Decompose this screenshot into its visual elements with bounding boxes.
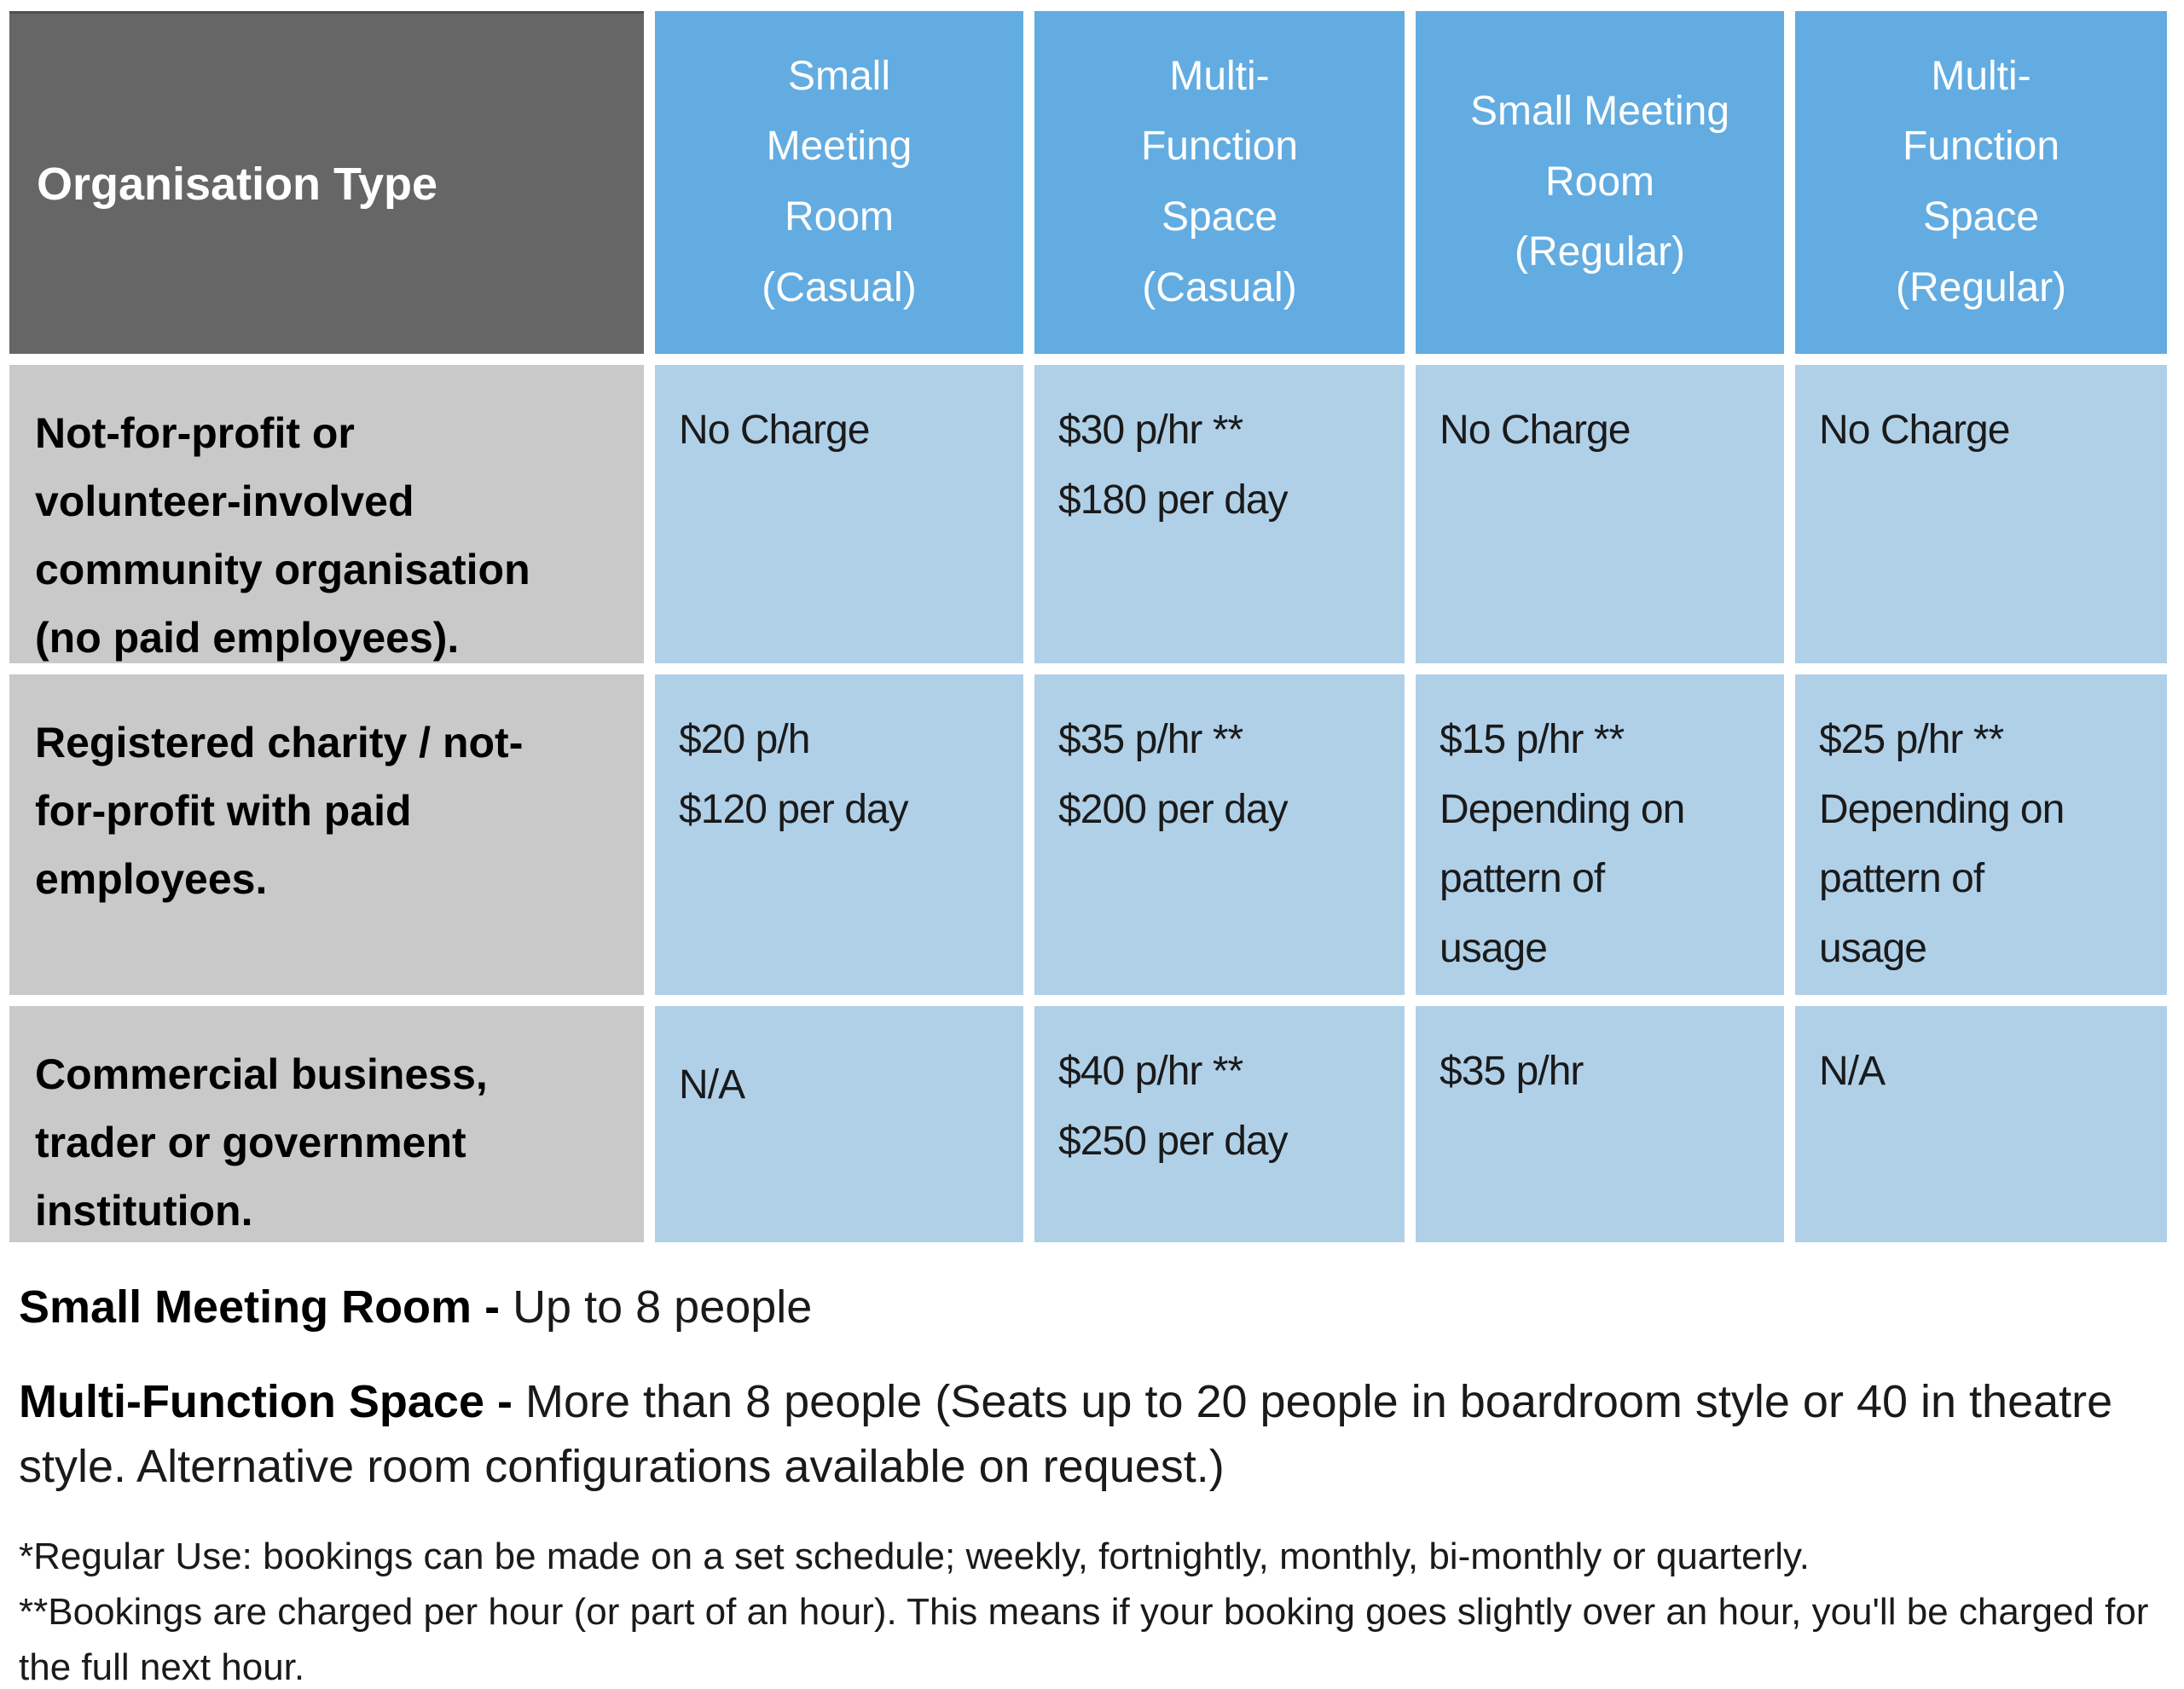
price-cell-r3-multi-function-casual: $40 p/hr ** $250 per day: [1034, 1006, 1405, 1242]
col-header-small-meeting-room-casual: Small Meeting Room (Casual): [655, 11, 1023, 354]
legend-small-meeting-room: Small Meeting Room - Up to 8 people: [19, 1275, 2168, 1340]
row-label-not-for-profit: Not-for-profit or volunteer-involved com…: [9, 365, 644, 663]
legend-multi-function-space: Multi-Function Space - More than 8 peopl…: [19, 1369, 2168, 1500]
footnotes: *Regular Use: bookings can be made on a …: [19, 1529, 2168, 1689]
text-line: Commercial business,: [35, 1050, 488, 1098]
text-line: $120 per day: [679, 786, 909, 832]
legend-small-meeting-room-term: Small Meeting Room -: [19, 1281, 513, 1333]
text-line: Multi-: [1931, 53, 2031, 99]
text-line: trader or government: [35, 1119, 466, 1166]
room-hire-pricing-table: Organisation Type Small Meeting Room (Ca…: [9, 11, 2167, 1242]
text-line: $35 p/hr: [1440, 1049, 1584, 1094]
text-line: No Charge: [679, 408, 870, 453]
text-line: pattern of: [1440, 856, 1605, 902]
text-line: Small: [787, 53, 891, 99]
text-line: Registered charity / not-: [35, 719, 524, 766]
text-line: $40 p/hr **: [1058, 1049, 1243, 1094]
text-line: $20 p/h: [679, 717, 810, 762]
col-header-multi-function-space-regular: Multi- Function Space (Regular): [1795, 11, 2167, 354]
text-line: (Regular): [1514, 229, 1686, 275]
price-cell-r1-multi-function-regular: No Charge: [1795, 365, 2167, 663]
text-line: No Charge: [1819, 408, 2010, 453]
row-label-commercial-business: Commercial business, trader or governmen…: [9, 1006, 644, 1242]
text-line: Room: [1544, 159, 1655, 205]
col-header-multi-function-space-casual: Multi- Function Space (Casual): [1034, 11, 1405, 354]
price-cell-r3-multi-function-regular: N/A: [1795, 1006, 2167, 1242]
text-line: $25 p/hr **: [1819, 717, 2004, 762]
text-line: usage: [1819, 925, 1927, 971]
text-line: No Charge: [1440, 408, 1631, 453]
text-line: Not-for-profit or: [35, 409, 355, 457]
footnote-hourly-billing: **Bookings are charged per hour (or part…: [19, 1591, 2149, 1689]
text-line: (Casual): [762, 264, 917, 310]
text-line: usage: [1440, 925, 1548, 971]
text-line: (no paid employees).: [35, 614, 460, 662]
room-legend: Small Meeting Room - Up to 8 people Mult…: [19, 1275, 2168, 1500]
price-cell-r3-small-meeting-casual: N/A: [655, 1006, 1023, 1242]
text-line: Depending on: [1819, 786, 2065, 832]
text-line: $15 p/hr **: [1440, 717, 1625, 762]
text-line: institution.: [35, 1187, 253, 1235]
footnote-regular-use: *Regular Use: bookings can be made on a …: [19, 1536, 1810, 1578]
price-cell-r2-multi-function-casual: $35 p/hr ** $200 per day: [1034, 674, 1405, 995]
price-cell-r1-small-meeting-regular: No Charge: [1416, 365, 1784, 663]
text-line: $180 per day: [1058, 477, 1289, 523]
text-line: Function: [1902, 124, 2060, 170]
text-line: volunteer-involved: [35, 477, 414, 525]
text-line: Meeting: [766, 124, 912, 170]
text-line: (Regular): [1895, 264, 2067, 310]
text-line: Room: [784, 194, 895, 240]
text-line: Depending on: [1440, 786, 1685, 832]
text-line: $200 per day: [1058, 786, 1289, 832]
price-cell-r2-small-meeting-casual: $20 p/h $120 per day: [655, 674, 1023, 995]
text-line: Small Meeting: [1469, 89, 1730, 135]
price-cell-r3-small-meeting-regular: $35 p/hr: [1416, 1006, 1784, 1242]
text-line: for-profit with paid: [35, 787, 412, 835]
legend-multi-function-space-desc: More than 8 people (Seats up to 20 peopl…: [19, 1375, 2113, 1493]
price-cell-r2-small-meeting-regular: $15 p/hr ** Depending on pattern of usag…: [1416, 674, 1784, 995]
text-line: N/A: [1819, 1049, 1886, 1094]
text-line: (Casual): [1142, 264, 1297, 310]
price-cell-r1-small-meeting-casual: No Charge: [655, 365, 1023, 663]
price-cell-r1-multi-function-casual: $30 p/hr ** $180 per day: [1034, 365, 1405, 663]
text-line: community organisation: [35, 546, 530, 593]
text-line: $250 per day: [1058, 1118, 1289, 1164]
text-line: Function: [1140, 124, 1299, 170]
text-line: Multi-: [1169, 53, 1270, 99]
legend-multi-function-space-term: Multi-Function Space -: [19, 1375, 525, 1427]
text-line: employees.: [35, 855, 268, 903]
corner-header-organisation-type: Organisation Type: [9, 11, 644, 354]
row-label-registered-charity: Registered charity / not- for-profit wit…: [9, 674, 644, 995]
col-header-small-meeting-room-regular: Small Meeting Room (Regular): [1416, 11, 1784, 354]
corner-header-label: Organisation Type: [37, 158, 438, 210]
text-line: N/A: [679, 1062, 745, 1108]
text-line: pattern of: [1819, 856, 1984, 902]
text-line: $35 p/hr **: [1058, 717, 1243, 762]
price-cell-r2-multi-function-regular: $25 p/hr ** Depending on pattern of usag…: [1795, 674, 2167, 995]
legend-small-meeting-room-desc: Up to 8 people: [513, 1281, 813, 1333]
text-line: Space: [1922, 194, 2040, 240]
text-line: Space: [1161, 194, 1278, 240]
text-line: $30 p/hr **: [1058, 408, 1243, 453]
